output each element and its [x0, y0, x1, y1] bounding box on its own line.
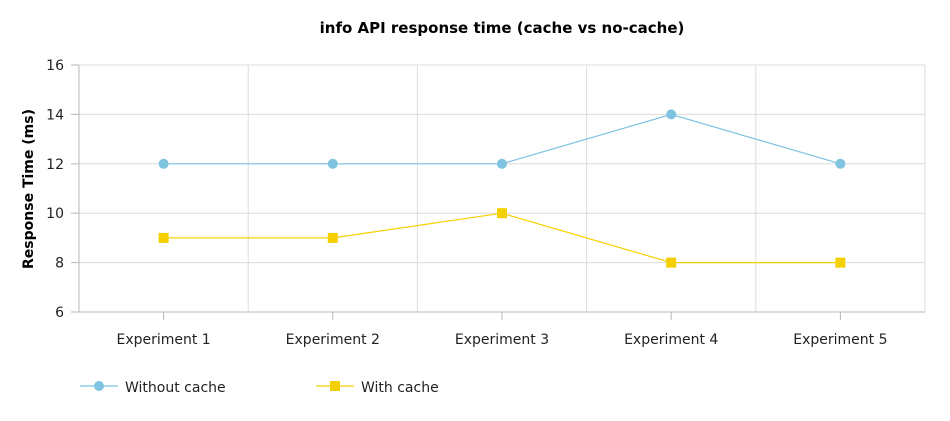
- data-point: [835, 158, 846, 169]
- legend-label: Without cache: [125, 380, 226, 396]
- y-tick-label: 14: [46, 107, 64, 123]
- y-tick-label: 16: [46, 58, 64, 74]
- data-point: [158, 232, 169, 243]
- legend-label: With cache: [361, 380, 439, 396]
- axes: 6 8 10 12 14 16 Experiment 1 Experiment 2 Experi…: [46, 58, 925, 348]
- y-axis-title: Response Time (ms): [21, 109, 37, 269]
- grid: [79, 64, 926, 312]
- series-line: [163, 113, 841, 165]
- series: [158, 109, 846, 268]
- series-with-cache: [158, 208, 846, 268]
- legend-item[interactable]: Without cache: [80, 380, 226, 396]
- chart-title: info API response time (cache vs no-cach…: [320, 19, 685, 37]
- x-tick-label: Experiment 5: [793, 332, 887, 348]
- data-point: [497, 208, 507, 219]
- data-point: [327, 232, 338, 243]
- x-tick-label: Experiment 3: [455, 332, 549, 348]
- data-point: [158, 158, 169, 169]
- y-tick-label: 12: [46, 157, 64, 173]
- y-tick-label: 10: [46, 206, 64, 222]
- y-tick-label: 6: [55, 305, 64, 321]
- data-point: [835, 257, 846, 268]
- series-line: [163, 212, 841, 264]
- x-tick-label: Experiment 1: [116, 332, 210, 348]
- y-tick-label: 8: [55, 256, 64, 272]
- data-point: [327, 158, 338, 169]
- legend-item[interactable]: With cache: [316, 380, 439, 396]
- data-point: [666, 257, 677, 268]
- data-point: [497, 158, 507, 169]
- legend-marker: [94, 381, 104, 391]
- x-tick-label: Experiment 4: [624, 332, 718, 348]
- legend-marker: [330, 381, 340, 391]
- series-without-cache: [158, 109, 846, 169]
- data-point: [666, 109, 677, 120]
- legend: Without cache With cache: [80, 380, 439, 396]
- x-tick-label: Experiment 2: [286, 332, 380, 348]
